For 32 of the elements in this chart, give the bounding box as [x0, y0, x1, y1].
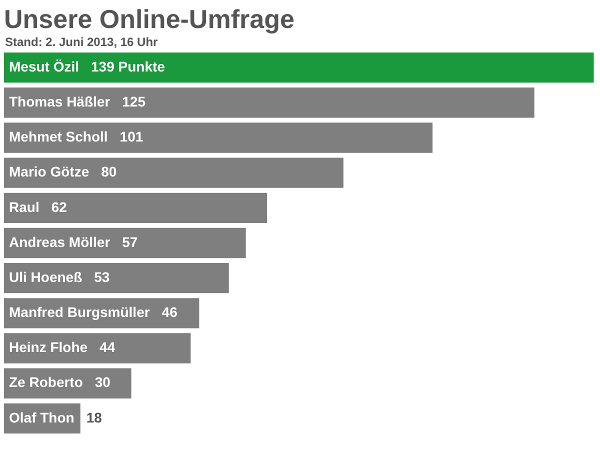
- chart-title: Unsere Online-Umfrage: [4, 4, 296, 34]
- data-label: 62: [51, 198, 68, 215]
- y-tick-label: Andreas Möller: [9, 234, 111, 250]
- data-label: 57: [122, 234, 138, 250]
- y-tick-label: Manfred Burgsmüller: [9, 304, 150, 320]
- bar: [4, 88, 534, 118]
- y-tick-label: Uli Hoeneß: [9, 268, 83, 285]
- y-tick-label: Olaf Thon: [9, 409, 74, 426]
- y-tick-label: Ze Roberto: [9, 374, 83, 390]
- data-label: 139 Punkte: [91, 58, 166, 74]
- bar: [4, 192, 268, 223]
- data-label: 30: [94, 374, 111, 390]
- bar: [4, 228, 246, 258]
- y-tick-label: Mehmet Scholl: [9, 128, 108, 145]
- y-tick-label: Raul: [9, 198, 40, 215]
- data-label: 44: [100, 339, 116, 356]
- data-label: 125: [122, 93, 146, 110]
- y-tick-label: Thomas Häßler: [9, 93, 111, 110]
- data-label: 53: [94, 268, 110, 285]
- data-label: 18: [86, 409, 102, 426]
- bar: [4, 122, 433, 153]
- data-label: 46: [162, 304, 178, 320]
- y-tick-label: Mesut Özil: [9, 58, 80, 74]
- y-tick-label: Mario Götze: [9, 164, 90, 180]
- bar: [4, 52, 594, 83]
- data-label: 80: [101, 164, 117, 180]
- bar: [4, 263, 229, 294]
- data-label: 101: [120, 128, 144, 145]
- chart-subtitle: Stand: 2. Juni 2013, 16 Uhr: [5, 34, 159, 50]
- bar: [4, 333, 191, 364]
- bar: [4, 158, 344, 188]
- y-tick-label: Heinz Flohe: [9, 339, 88, 356]
